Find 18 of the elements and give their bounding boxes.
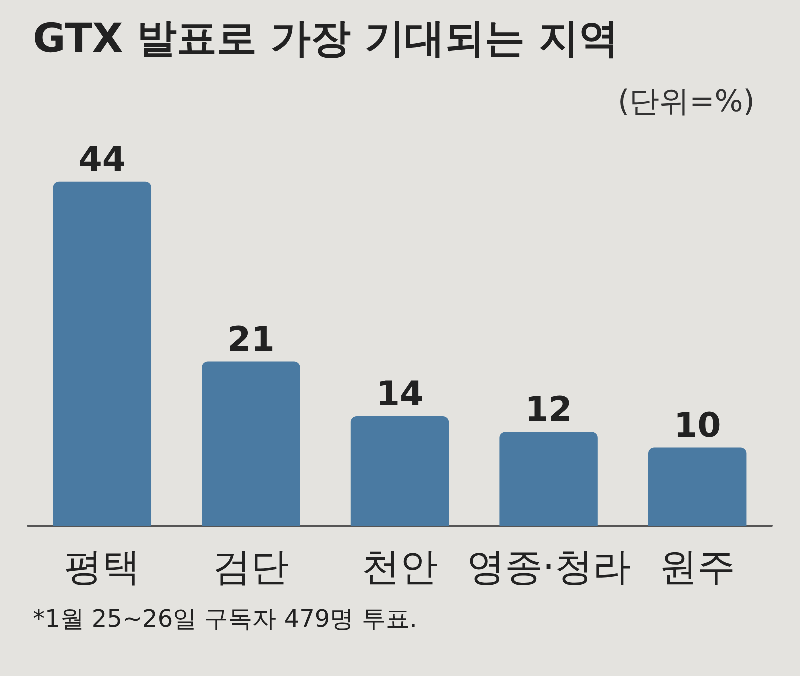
data-label: 14	[376, 374, 424, 415]
data-label: 12	[525, 390, 572, 430]
bar	[350, 416, 450, 526]
x-tick-label: 영종·청라	[466, 545, 631, 589]
bar	[500, 432, 598, 526]
x-tick-label: 평택	[64, 545, 140, 589]
bar	[53, 182, 152, 526]
x-tick-label: 검단	[213, 545, 290, 589]
data-label: 44	[78, 140, 126, 180]
bar	[202, 362, 300, 526]
chart-title: GTX 발표로 가장 기대되는 지역	[33, 16, 619, 62]
x-tick-label: 원주	[660, 545, 736, 589]
text: *1월 25~26일 구독자 479명 투표.	[33, 605, 418, 633]
data-label: 10	[674, 406, 722, 446]
x-tick-label: 천안	[362, 545, 438, 589]
data-label: 21	[228, 320, 275, 360]
bar	[648, 448, 747, 526]
chart-subtitle: (단위=%)	[618, 84, 756, 120]
